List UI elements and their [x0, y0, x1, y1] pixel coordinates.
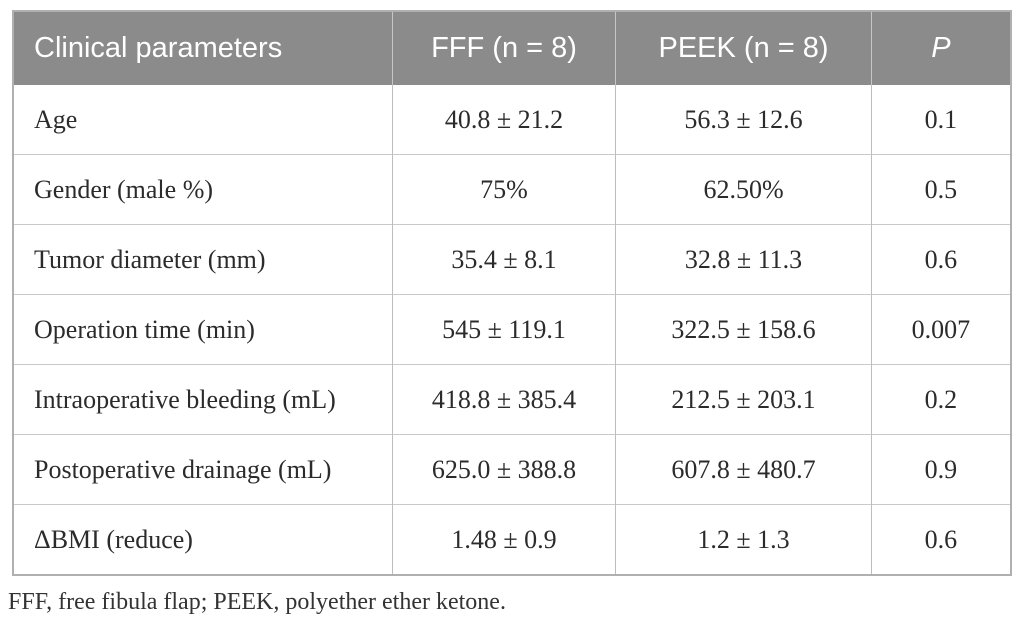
- table-row: Operation time (min) 545 ± 119.1 322.5 ±…: [13, 294, 1011, 365]
- table-row: Intraoperative bleeding (mL) 418.8 ± 385…: [13, 364, 1011, 435]
- row-label: Tumor diameter (mm): [13, 224, 393, 295]
- p-value: 0.6: [870, 224, 1011, 295]
- fff-value: 75%: [391, 154, 616, 225]
- header-row: Clinical parameters FFF (n = 8) PEEK (n …: [13, 11, 1011, 85]
- peek-value: 322.5 ± 158.6: [615, 294, 872, 365]
- p-value: 0.2: [870, 364, 1011, 435]
- column-header-p: P: [870, 11, 1011, 85]
- fff-value: 35.4 ± 8.1: [391, 224, 616, 295]
- p-value-label: P: [931, 32, 951, 64]
- row-label: Age: [13, 85, 393, 155]
- p-value: 0.5: [870, 154, 1011, 225]
- column-header-peek: PEEK (n = 8): [615, 11, 872, 85]
- column-header-clinical-parameters: Clinical parameters: [13, 11, 393, 85]
- p-value: 0.9: [870, 434, 1011, 505]
- peek-value: 62.50%: [615, 154, 872, 225]
- table-header: Clinical parameters FFF (n = 8) PEEK (n …: [13, 11, 1011, 85]
- peek-value: 32.8 ± 11.3: [615, 224, 872, 295]
- fff-value: 625.0 ± 388.8: [391, 434, 616, 505]
- column-header-fff: FFF (n = 8): [391, 11, 616, 85]
- fff-value: 545 ± 119.1: [391, 294, 616, 365]
- fff-value: 40.8 ± 21.2: [391, 85, 616, 155]
- table-footnote: FFF, free fibula flap; PEEK, polyether e…: [8, 589, 506, 615]
- fff-value: 1.48 ± 0.9: [391, 504, 616, 575]
- row-label: Postoperative drainage (mL): [13, 434, 393, 505]
- row-label: ΔBMI (reduce): [13, 504, 393, 575]
- peek-value: 1.2 ± 1.3: [615, 504, 872, 575]
- p-value: 0.6: [870, 504, 1011, 575]
- peek-value: 607.8 ± 480.7: [615, 434, 872, 505]
- table-row: Gender (male %) 75% 62.50% 0.5: [13, 154, 1011, 225]
- table-body: Age 40.8 ± 21.2 56.3 ± 12.6 0.1 Gender (…: [13, 85, 1011, 575]
- table-row: Tumor diameter (mm) 35.4 ± 8.1 32.8 ± 11…: [13, 224, 1011, 295]
- p-value: 0.1: [870, 85, 1011, 155]
- row-label: Intraoperative bleeding (mL): [13, 364, 393, 435]
- table-row: ΔBMI (reduce) 1.48 ± 0.9 1.2 ± 1.3 0.6: [13, 504, 1011, 575]
- clinical-parameters-table: Clinical parameters FFF (n = 8) PEEK (n …: [12, 10, 1012, 576]
- p-value: 0.007: [870, 294, 1011, 365]
- table-row: Age 40.8 ± 21.2 56.3 ± 12.6 0.1: [13, 85, 1011, 155]
- row-label: Operation time (min): [13, 294, 393, 365]
- fff-value: 418.8 ± 385.4: [391, 364, 616, 435]
- table-row: Postoperative drainage (mL) 625.0 ± 388.…: [13, 434, 1011, 505]
- peek-value: 212.5 ± 203.1: [615, 364, 872, 435]
- row-label: Gender (male %): [13, 154, 393, 225]
- peek-value: 56.3 ± 12.6: [615, 85, 872, 155]
